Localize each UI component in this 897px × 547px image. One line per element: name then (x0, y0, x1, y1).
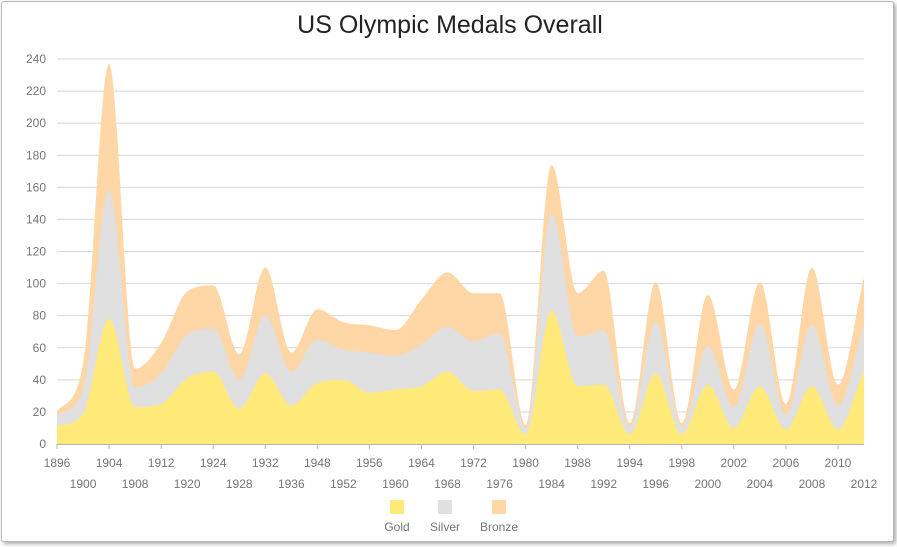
legend-swatch-gold[interactable] (390, 500, 404, 514)
x-tick-label: 1908 (122, 477, 149, 491)
legend-label-gold[interactable]: Gold (384, 520, 409, 534)
x-tick-label: 1948 (304, 456, 331, 470)
y-tick-label: 0 (39, 437, 46, 451)
y-tick-label: 200 (26, 116, 46, 130)
x-tick-label: 1904 (96, 456, 123, 470)
x-tick-label: 2000 (694, 477, 721, 491)
chart-title: US Olympic Medals Overall (297, 11, 603, 39)
x-tick-label: 1968 (434, 477, 461, 491)
y-tick-label: 160 (26, 180, 46, 194)
y-tick-label: 120 (26, 245, 46, 259)
x-tick-label: 1912 (148, 456, 175, 470)
x-tick-label: 1932 (252, 456, 279, 470)
x-tick-label: 1972 (460, 456, 487, 470)
x-tick-label: 1900 (70, 477, 97, 491)
x-tick-label: 1924 (200, 456, 227, 470)
x-tick-label: 1920 (174, 477, 201, 491)
legend-swatch-silver[interactable] (438, 500, 452, 514)
x-tick-label: 1998 (668, 456, 695, 470)
x-tick-label: 1960 (382, 477, 409, 491)
x-tick-label: 2004 (747, 477, 774, 491)
x-tick-label: 1928 (226, 477, 253, 491)
x-tick-label: 2002 (720, 456, 747, 470)
x-tick-label: 2008 (799, 477, 826, 491)
y-tick-label: 180 (26, 148, 46, 162)
y-tick-label: 60 (33, 341, 47, 355)
x-tick-label: 1976 (486, 477, 513, 491)
y-tick-label: 220 (26, 84, 46, 98)
x-tick-label: 2006 (773, 456, 800, 470)
x-tick-label: 1964 (408, 456, 435, 470)
x-tick-label: 1996 (642, 477, 669, 491)
x-tick-label: 1980 (512, 456, 539, 470)
x-tick-label: 1956 (356, 456, 383, 470)
y-tick-label: 240 (26, 52, 46, 66)
x-axis: 1896 1904 1912 1924 1932 1948 1956 1964 1972 1980… (44, 444, 878, 491)
x-tick-label: 2010 (825, 456, 852, 470)
y-tick-label: 80 (33, 309, 47, 323)
y-tick-label: 20 (33, 405, 47, 419)
x-tick-label: 1988 (564, 456, 591, 470)
y-tick-label: 100 (26, 277, 46, 291)
x-tick-label: 1952 (330, 477, 357, 491)
area-gold[interactable] (57, 310, 864, 444)
plot-area (57, 63, 864, 444)
legend-label-silver[interactable]: Silver (430, 520, 460, 534)
legend-swatch-bronze[interactable] (492, 500, 506, 514)
y-tick-label: 40 (33, 373, 47, 387)
legend-label-bronze[interactable]: Bronze (480, 520, 518, 534)
x-tick-label: 1896 (44, 456, 71, 470)
y-tick-label: 140 (26, 212, 46, 226)
y-axis: 0 20 40 60 80 100 120 140 160 180 200 220 240 (26, 52, 46, 451)
x-tick-label: 2012 (851, 477, 878, 491)
x-tick-label: 1994 (616, 456, 643, 470)
x-tick-label: 1936 (278, 477, 305, 491)
x-tick-label: 1992 (590, 477, 617, 491)
x-tick-label: 1984 (538, 477, 565, 491)
legend: Gold Silver Bronze (384, 500, 518, 534)
